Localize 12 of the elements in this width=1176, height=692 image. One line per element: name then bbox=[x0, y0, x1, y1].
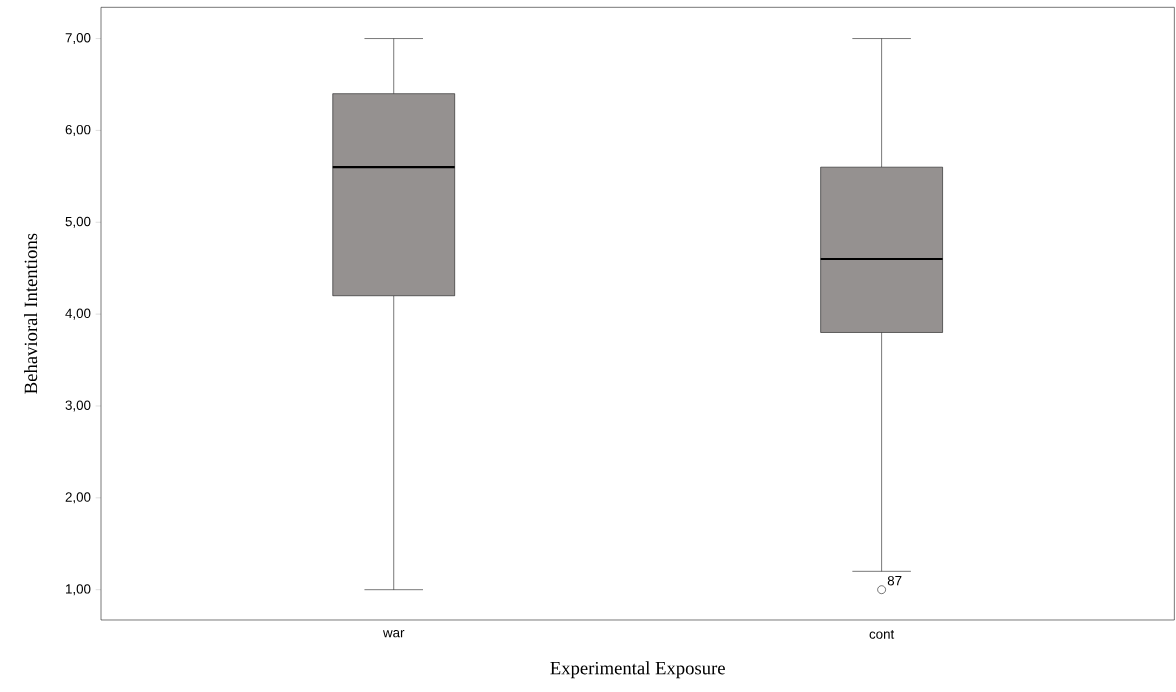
y-axis-title: Behavioral Intentions bbox=[24, 233, 38, 394]
y-tick-label: 3,00 bbox=[65, 400, 91, 412]
y-tick-label: 4,00 bbox=[65, 308, 91, 320]
x-tick-label: war bbox=[382, 630, 405, 638]
y-tick-label: 5,00 bbox=[65, 216, 91, 228]
annotation: 87 bbox=[887, 575, 902, 586]
y-tick-label: 6,00 bbox=[65, 124, 91, 136]
y-tick-label: 2,00 bbox=[65, 492, 91, 504]
y-tick-label: 1,00 bbox=[66, 584, 91, 596]
y-tick-label: 7,00 bbox=[65, 33, 91, 45]
x-axis-title: Experimental Exposure bbox=[550, 661, 725, 679]
x-tick-label: cont bbox=[869, 630, 895, 639]
